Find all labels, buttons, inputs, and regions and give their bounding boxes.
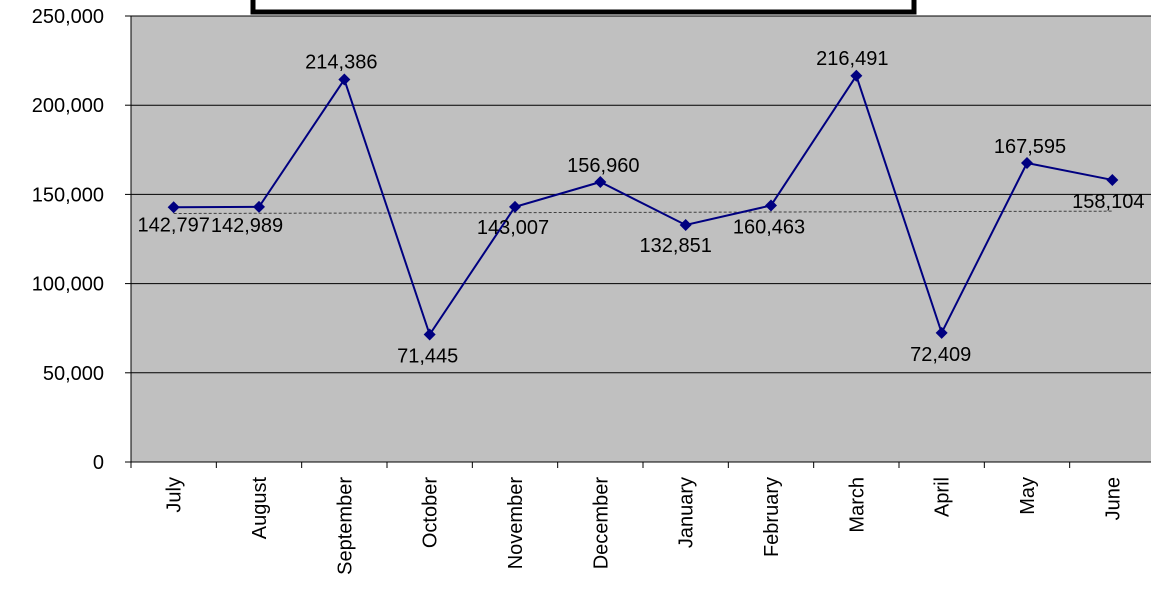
data-labels: 142,797 142,989 214,386 71,445 143,007 156,96… (138, 48, 1145, 368)
data-point (1021, 157, 1033, 170)
y-tick-label: 250,000 (32, 6, 104, 28)
data-label: 132,851 (640, 235, 712, 257)
chart-title-box (250, 0, 917, 15)
data-label: 216,491 (816, 48, 888, 70)
data-point (338, 73, 351, 86)
series-line (167, 69, 1119, 341)
data-point (935, 326, 948, 339)
series-line-path (173, 73, 1113, 337)
data-point (765, 199, 777, 212)
data-point (167, 201, 180, 214)
y-tick-label: 0 (93, 452, 104, 474)
plot-area (130, 15, 1151, 463)
data-label: 143,007 (477, 217, 549, 239)
x-tick-label: October (420, 477, 442, 548)
data-label: 71,445 (397, 346, 458, 368)
trendline-line (173, 210, 1113, 214)
y-tick-label: 100,000 (32, 274, 104, 296)
x-tick-label: July (164, 477, 186, 513)
x-tick-label: December (590, 477, 612, 570)
gridlines (131, 15, 1151, 374)
y-tick-label: 200,000 (32, 95, 104, 117)
x-tick-label: May (1017, 477, 1039, 515)
trendline (173, 210, 1113, 214)
x-tick-label: February (761, 477, 783, 557)
data-point (509, 200, 521, 213)
data-label: 160,463 (733, 216, 805, 238)
x-tick-label: January (676, 477, 698, 548)
data-label: 72,409 (910, 344, 971, 366)
data-label: 158,104 (1072, 191, 1144, 213)
data-point (679, 218, 692, 231)
data-label: 167,595 (994, 136, 1066, 158)
x-tick-label: August (249, 477, 271, 540)
x-tick-label: March (846, 477, 868, 533)
data-label: 142,797 (138, 214, 210, 236)
x-axis: July August September October November Decemb… (130, 461, 1151, 575)
data-label: 214,386 (305, 52, 377, 74)
x-tick-label: June (1102, 477, 1124, 520)
data-label: 142,989 (211, 215, 283, 237)
data-point (423, 328, 436, 341)
x-tick-label: November (505, 477, 527, 570)
x-tick-label: September (334, 477, 356, 575)
data-point (1106, 173, 1119, 186)
x-tick-label: April (932, 477, 954, 517)
data-label: 156,960 (567, 155, 639, 177)
y-tick-label: 150,000 (32, 184, 104, 206)
y-tick-label: 50,000 (43, 363, 104, 385)
data-point (850, 69, 863, 82)
data-point (594, 175, 607, 188)
data-point (253, 200, 265, 213)
y-axis: 0 50,000 100,000 150,000 200,000 250,000 (32, 6, 132, 474)
